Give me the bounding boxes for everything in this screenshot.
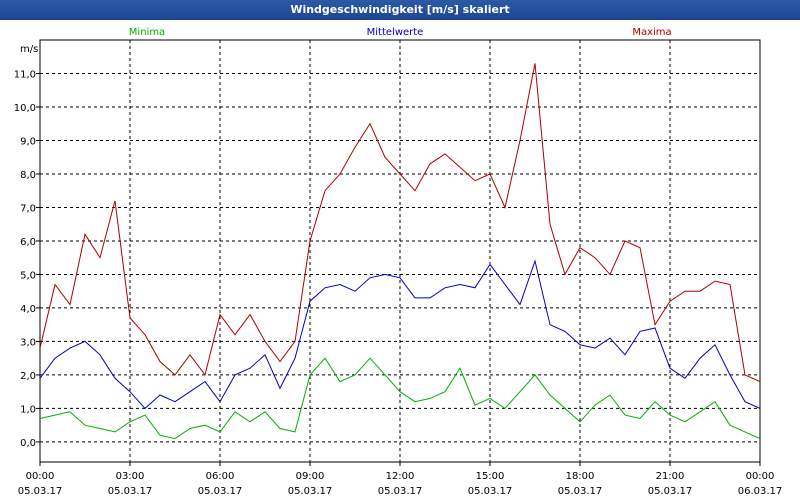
series-line-minima — [39, 357, 761, 440]
series-line-mittelwerte — [39, 259, 761, 410]
chart-title: Windgeschwindigkeit [m/s] skaliert — [0, 0, 800, 20]
x-tick-time: 21:00 — [656, 471, 685, 482]
legend-minima: Minima — [129, 27, 165, 38]
x-tick-date: 05.03.17 — [558, 486, 603, 497]
x-tick-time: 15:00 — [476, 471, 505, 482]
x-tick-date: 05.03.17 — [198, 486, 243, 497]
y-tick-label: 3,0 — [20, 337, 36, 348]
x-tick-date: 05.03.17 — [468, 486, 513, 497]
legend-mittelwerte: Mittelwerte — [367, 27, 424, 38]
x-tick-time: 12:00 — [386, 471, 415, 482]
y-tick-label: 11,0 — [14, 69, 36, 80]
y-tick-label: 1,0 — [20, 404, 36, 415]
y-tick-label: 8,0 — [20, 170, 36, 181]
x-tick-time: 18:00 — [566, 471, 595, 482]
series-line-maxima — [39, 63, 761, 383]
y-tick-label: 5,0 — [20, 270, 36, 281]
x-tick-time: 06:00 — [206, 471, 235, 482]
y-axis-unit: m/s — [20, 44, 38, 55]
x-tick-date: 05.03.17 — [378, 486, 423, 497]
y-tick-label: 6,0 — [20, 237, 36, 248]
x-tick-time: 03:00 — [116, 471, 145, 482]
y-tick-label: 9,0 — [20, 136, 36, 147]
y-tick-label: 0,0 — [20, 438, 36, 449]
y-tick-label: 4,0 — [20, 304, 36, 315]
y-tick-label: 10,0 — [14, 103, 36, 114]
x-tick-time: 00:00 — [746, 471, 775, 482]
x-tick-date: 05.03.17 — [18, 486, 63, 497]
x-tick-date: 05.03.17 — [648, 486, 693, 497]
y-tick-label: 7,0 — [20, 203, 36, 214]
x-tick-date: 05.03.17 — [108, 486, 153, 497]
x-tick-time: 00:00 — [26, 471, 55, 482]
x-tick-date: 05.03.17 — [288, 486, 333, 497]
x-tick-date: 06.03.17 — [738, 486, 783, 497]
x-tick-time: 09:00 — [296, 471, 325, 482]
legend-maxima: Maxima — [632, 27, 671, 38]
y-tick-label: 2,0 — [20, 371, 36, 382]
